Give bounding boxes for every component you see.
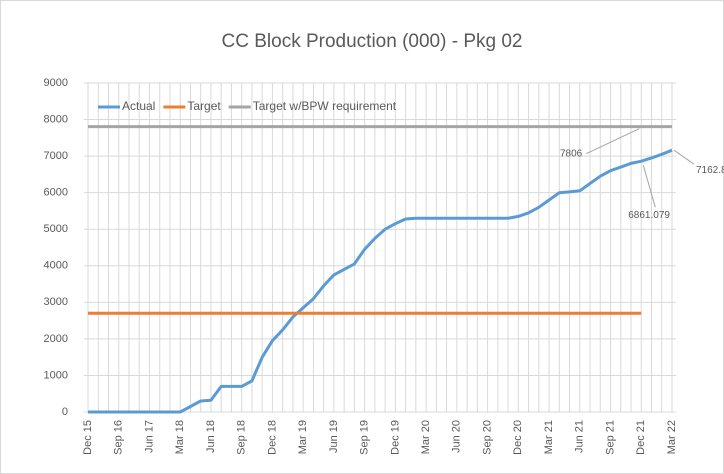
y-tick-label: 3000 bbox=[44, 296, 68, 308]
legend-label: Target bbox=[187, 99, 221, 113]
data-label: 6861.079 bbox=[628, 210, 670, 221]
series-line bbox=[88, 148, 673, 414]
leader-line bbox=[642, 165, 656, 208]
data-label: 7162.840 bbox=[696, 165, 724, 176]
x-tick-label: Sep 19 bbox=[359, 420, 371, 455]
y-tick-label: 5000 bbox=[44, 223, 68, 235]
x-tick-label: Mar 21 bbox=[543, 420, 555, 454]
x-tick-label: Dec 21 bbox=[635, 420, 647, 455]
x-tick-label: Jun 21 bbox=[574, 420, 586, 453]
leader-line bbox=[586, 128, 640, 155]
x-tick-label: Jun 20 bbox=[451, 420, 463, 453]
y-tick-label: 2000 bbox=[44, 333, 68, 345]
x-tick-label: Sep 20 bbox=[481, 420, 493, 455]
x-tick-label: Jun 17 bbox=[143, 420, 155, 453]
y-tick-label: 4000 bbox=[44, 260, 68, 272]
y-tick-label: 0 bbox=[62, 406, 68, 418]
x-tick-label: Sep 21 bbox=[604, 420, 616, 455]
y-tick-label: 6000 bbox=[44, 187, 68, 199]
x-tick-label: Mar 19 bbox=[297, 420, 309, 454]
leader-line bbox=[673, 149, 695, 165]
x-tick-label: Dec 18 bbox=[266, 420, 278, 455]
x-tick-label: Jun 18 bbox=[205, 420, 217, 453]
x-tick-label: Mar 18 bbox=[174, 420, 186, 454]
x-tick-label: Dec 20 bbox=[512, 420, 524, 455]
x-tick-label: Dec 19 bbox=[389, 420, 401, 455]
y-tick-label: 1000 bbox=[44, 369, 68, 381]
x-tick-label: Sep 18 bbox=[236, 420, 248, 455]
x-tick-label: Jun 19 bbox=[328, 420, 340, 453]
chart-title: CC Block Production (000) - Pkg 02 bbox=[222, 31, 523, 52]
y-tick-label: 8000 bbox=[44, 113, 68, 125]
y-tick-label: 9000 bbox=[44, 77, 68, 89]
x-tick-label: Mar 22 bbox=[666, 420, 678, 454]
data-label: 7806 bbox=[560, 148, 583, 159]
x-tick-label: Dec 15 bbox=[82, 420, 94, 455]
x-tick-label: Mar 20 bbox=[420, 420, 432, 454]
x-tick-label: Sep 16 bbox=[113, 420, 125, 455]
legend-label: Target w/BPW requirement bbox=[253, 99, 397, 113]
y-tick-label: 7000 bbox=[44, 150, 68, 162]
legend-label: Actual bbox=[122, 99, 155, 113]
